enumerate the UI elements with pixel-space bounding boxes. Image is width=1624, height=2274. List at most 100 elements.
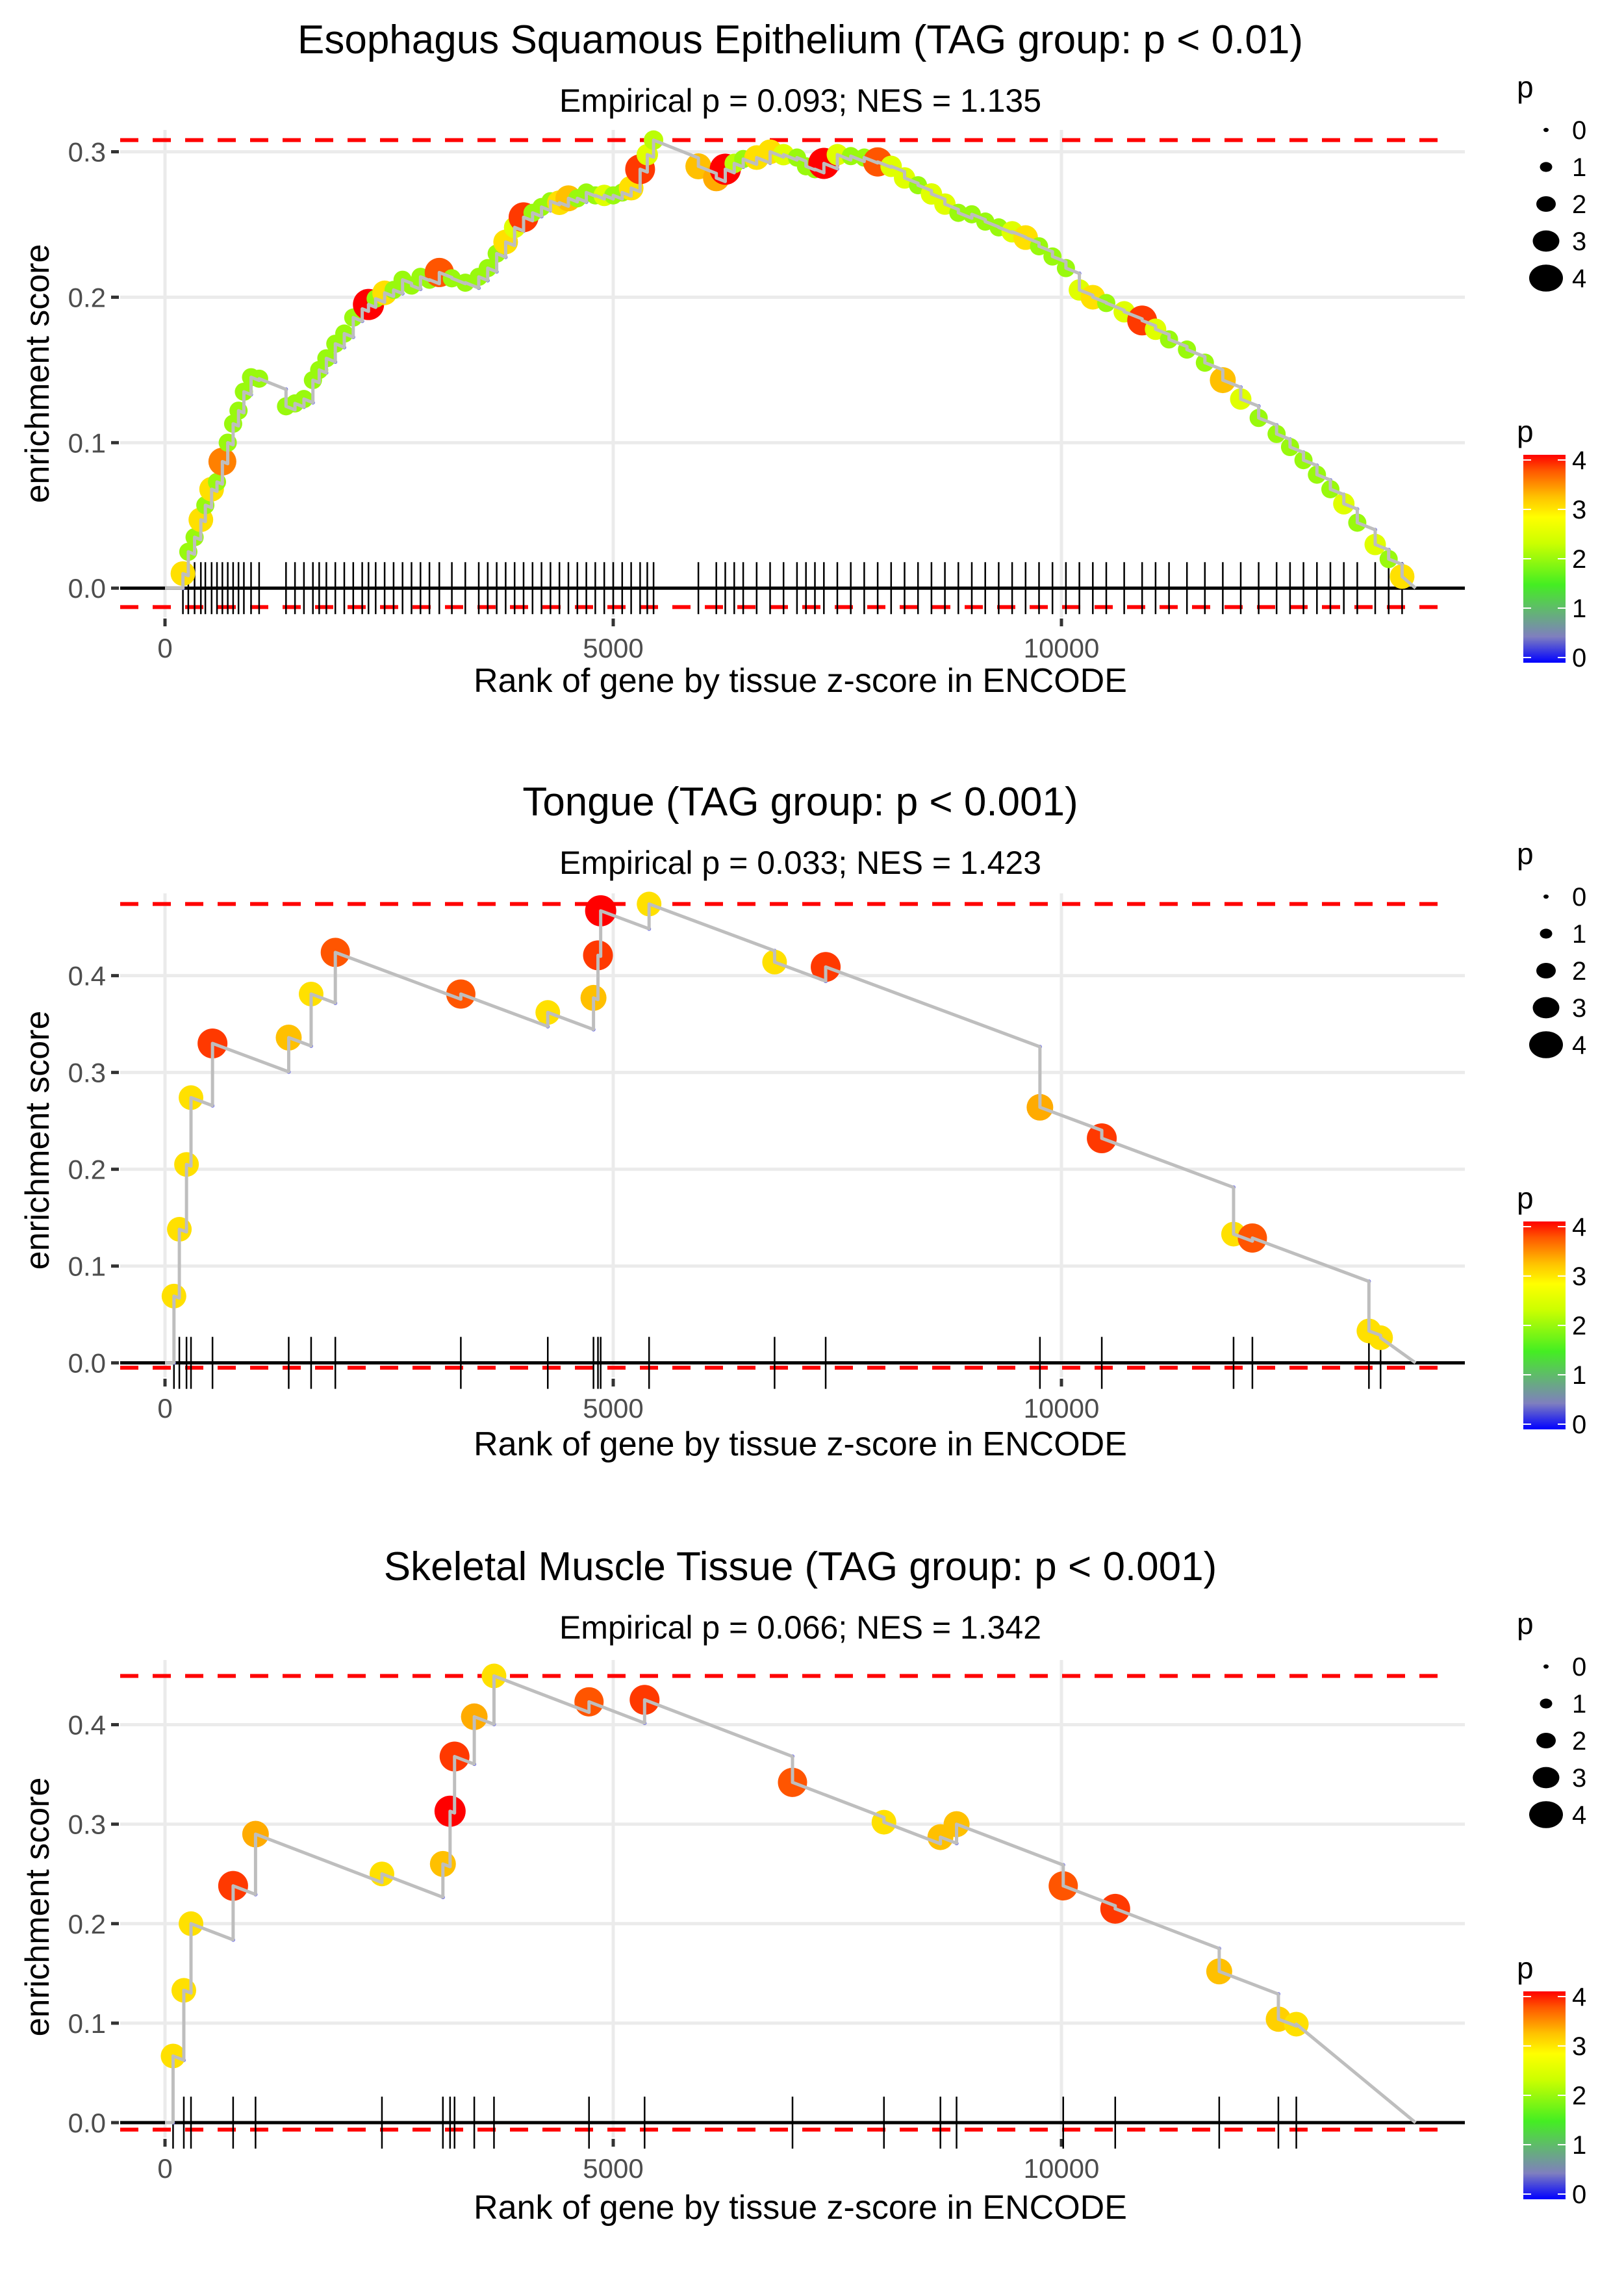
size-legend-label: 0 <box>1572 116 1586 145</box>
color-legend-label: 1 <box>1572 2131 1586 2160</box>
color-legend: p 4 3 2 1 0 <box>1517 1951 1586 2209</box>
color-legend-label: 1 <box>1572 594 1586 623</box>
size-legend-dot <box>1540 162 1553 172</box>
y-tick-label: 0.4 <box>68 1710 106 1741</box>
color-legend-title: p <box>1517 1181 1534 1215</box>
panel-subtitle: Empirical p = 0.033; NES = 1.423 <box>559 845 1041 881</box>
size-legend-label: 1 <box>1572 1690 1586 1718</box>
size-legend-label: 3 <box>1572 227 1586 256</box>
color-legend: p 4 3 2 1 0 <box>1517 1181 1586 1439</box>
color-legend-label: 3 <box>1572 496 1586 524</box>
size-legend-dot <box>1536 196 1556 212</box>
color-legend-label: 2 <box>1572 545 1586 574</box>
panel-title: Skeletal Muscle Tissue (TAG group: p < 0… <box>384 1544 1217 1589</box>
plot-area: 0.0 0.1 0.2 0.3 0.4 0 5000 10000 <box>68 891 1465 1424</box>
running-score-line <box>165 1674 1417 2125</box>
y-axis-label: enrichment score <box>19 1011 57 1270</box>
size-legend-label: 2 <box>1572 1727 1586 1756</box>
size-legend-dot <box>1532 230 1560 252</box>
size-legend: p 0 1 2 3 4 <box>1517 1607 1586 1830</box>
size-legend-label: 2 <box>1572 190 1586 219</box>
x-tick-label: 0 <box>157 1393 172 1424</box>
running-score-line <box>165 902 1417 1365</box>
panel-subtitle: Empirical p = 0.093; NES = 1.135 <box>559 83 1041 119</box>
size-legend-dot <box>1540 928 1553 939</box>
size-legend-title: p <box>1517 1607 1534 1641</box>
x-axis-label: Rank of gene by tissue z-score in ENCODE <box>474 662 1127 700</box>
x-tick-label: 5000 <box>583 2153 643 2184</box>
y-tick-label: 0.1 <box>68 2008 106 2039</box>
y-tick-label: 0.3 <box>68 1058 106 1088</box>
color-legend-label: 4 <box>1572 1983 1586 2012</box>
size-legend-label: 0 <box>1572 883 1586 912</box>
size-legend-dot <box>1543 1664 1549 1669</box>
y-tick-label: 0.0 <box>68 573 106 604</box>
size-legend-title: p <box>1517 837 1534 871</box>
color-legend-label: 0 <box>1572 2180 1586 2209</box>
size-legend-label: 1 <box>1572 153 1586 182</box>
size-legend-label: 1 <box>1572 920 1586 949</box>
plot-area: 0.0 0.1 0.2 0.3 0 5000 10000 <box>68 130 1465 663</box>
y-tick-label: 0.1 <box>68 1251 106 1282</box>
size-legend-label: 4 <box>1572 264 1586 293</box>
size-legend-label: 4 <box>1572 1031 1586 1060</box>
size-legend-dot <box>1532 997 1560 1019</box>
running-score-line <box>165 138 1417 590</box>
y-tick-label: 0.4 <box>68 961 106 991</box>
panel-title: Esophagus Squamous Epithelium (TAG group… <box>298 18 1303 62</box>
x-tick-label: 0 <box>157 2153 172 2184</box>
color-legend-label: 2 <box>1572 2082 1586 2110</box>
panel-skeletal-muscle: Skeletal Muscle Tissue (TAG group: p < 0… <box>19 1544 1465 2227</box>
size-legend: p 0 1 2 3 4 <box>1517 70 1586 293</box>
size-legend-label: 3 <box>1572 1764 1586 1793</box>
color-legend-label: 4 <box>1572 1213 1586 1242</box>
color-legend-label: 1 <box>1572 1361 1586 1390</box>
legends: p 0 1 2 3 4 p 4 3 2 1 0 p 0 1 2 3 4 p 4 3 2 1 0 p 0 1 2 3 4 p 4 3 2 1 0 <box>1517 70 1586 2209</box>
panel-title: Tongue (TAG group: p < 0.001) <box>522 780 1078 824</box>
x-tick-label: 5000 <box>583 633 643 663</box>
size-legend-label: 0 <box>1572 1653 1586 1681</box>
color-legend-label: 2 <box>1572 1312 1586 1340</box>
x-tick-label: 10000 <box>1024 633 1100 663</box>
color-legend-label: 0 <box>1572 1411 1586 1439</box>
color-legend-title: p <box>1517 415 1534 448</box>
y-tick-label: 0.0 <box>68 1348 106 1379</box>
size-legend-dot <box>1543 127 1549 133</box>
size-legend-dot <box>1529 1801 1563 1828</box>
x-axis-label: Rank of gene by tissue z-score in ENCODE <box>474 2189 1127 2227</box>
color-legend-title: p <box>1517 1951 1534 1985</box>
color-legend-label: 0 <box>1572 644 1586 672</box>
size-legend-dot <box>1536 1733 1556 1748</box>
color-legend-label: 3 <box>1572 2032 1586 2061</box>
x-axis-label: Rank of gene by tissue z-score in ENCODE <box>474 1425 1127 1463</box>
y-tick-label: 0.2 <box>68 1155 106 1185</box>
color-legend-label: 4 <box>1572 446 1586 475</box>
size-legend-dot <box>1532 1767 1560 1789</box>
y-tick-label: 0.3 <box>68 1809 106 1840</box>
size-legend-label: 2 <box>1572 957 1586 986</box>
x-tick-label: 5000 <box>583 1393 643 1424</box>
size-legend-dot <box>1543 894 1549 899</box>
panel-tongue: Tongue (TAG group: p < 0.001) Empirical … <box>19 780 1465 1463</box>
color-legend-label: 3 <box>1572 1262 1586 1291</box>
color-legend: p 4 3 2 1 0 <box>1517 415 1586 672</box>
y-tick-label: 0.2 <box>68 1909 106 1939</box>
y-axis-label: enrichment score <box>19 1778 57 2037</box>
size-legend-dot <box>1529 1031 1563 1058</box>
size-legend-dot <box>1540 1698 1553 1709</box>
size-legend-label: 4 <box>1572 1801 1586 1830</box>
panel-esophagus: Esophagus Squamous Epithelium (TAG group… <box>19 18 1465 700</box>
y-tick-label: 0.0 <box>68 2108 106 2138</box>
size-legend-dot <box>1529 264 1563 292</box>
size-legend: p 0 1 2 3 4 <box>1517 837 1586 1060</box>
size-legend-label: 3 <box>1572 994 1586 1023</box>
x-tick-label: 10000 <box>1024 1393 1100 1424</box>
x-tick-label: 0 <box>157 633 172 663</box>
panel-subtitle: Empirical p = 0.066; NES = 1.342 <box>559 1609 1041 1646</box>
size-legend-title: p <box>1517 70 1534 104</box>
x-tick-label: 10000 <box>1024 2153 1100 2184</box>
y-axis-label: enrichment score <box>19 244 57 504</box>
y-tick-label: 0.2 <box>68 282 106 313</box>
y-tick-label: 0.1 <box>68 428 106 458</box>
